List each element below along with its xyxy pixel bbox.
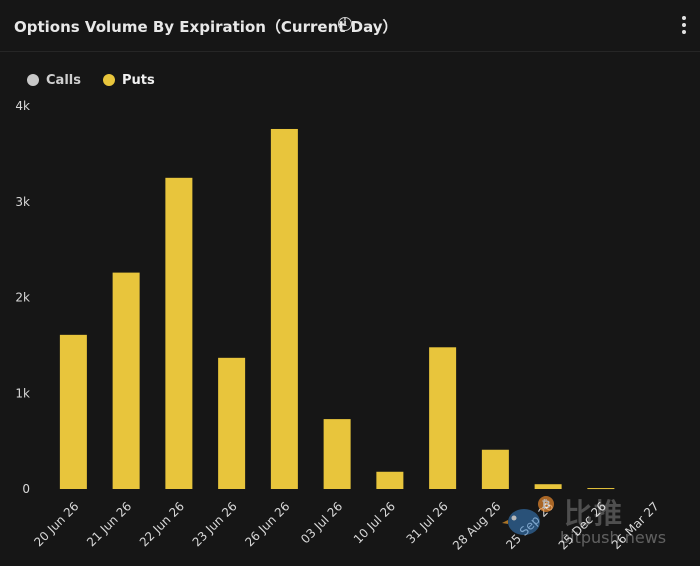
watermark-en: bitpush.news xyxy=(560,528,667,547)
bar-puts[interactable] xyxy=(376,471,404,489)
info-icon[interactable]: i xyxy=(338,17,352,31)
legend-label-puts: Puts xyxy=(121,72,155,88)
bar-puts[interactable] xyxy=(218,357,246,489)
x-tick-label: 22 Jun 26 xyxy=(137,499,187,549)
x-tick-label: 31 Jul 26 xyxy=(404,499,451,546)
legend-dot-calls xyxy=(27,74,39,86)
x-tick-label: 23 Jun 26 xyxy=(190,499,240,549)
y-tick-label: 2k xyxy=(15,291,30,305)
y-tick-label: 4k xyxy=(15,99,30,113)
bird-logo-icon: ₿ xyxy=(502,496,554,535)
chart-title: Options Volume By Expiration（Current Day… xyxy=(14,18,398,36)
y-tick-label: 1k xyxy=(15,386,30,400)
chart-header: Options Volume By Expiration（Current Day… xyxy=(0,0,700,52)
legend-item-calls[interactable]: Calls xyxy=(27,73,81,88)
x-tick-label: 26 Jun 26 xyxy=(242,499,292,549)
y-tick-label: 0 xyxy=(22,482,30,496)
more-vertical-icon[interactable] xyxy=(678,16,690,36)
x-tick-label: 21 Jun 26 xyxy=(84,499,134,549)
legend-item-puts[interactable]: Puts xyxy=(102,72,155,88)
bar-puts[interactable] xyxy=(587,488,615,490)
x-tick-label: 20 Jun 26 xyxy=(31,499,81,549)
watermark: ₿ 比推 bitpush.news xyxy=(500,488,690,558)
watermark-cn: 比推 xyxy=(564,497,625,530)
bar-puts[interactable] xyxy=(165,177,193,489)
legend-dot-puts xyxy=(102,74,115,86)
bar-puts[interactable] xyxy=(481,449,509,489)
bar-puts[interactable] xyxy=(323,419,351,489)
bar-puts[interactable] xyxy=(270,128,298,490)
svg-text:₿: ₿ xyxy=(542,498,551,511)
x-tick-label: 28 Aug 26 xyxy=(450,499,503,552)
chart-legend: Calls Puts xyxy=(27,71,155,89)
legend-label-calls: Calls xyxy=(46,72,81,88)
bar-puts[interactable] xyxy=(534,484,562,489)
bar-puts[interactable] xyxy=(59,334,87,489)
bar-puts[interactable] xyxy=(112,272,140,489)
y-tick-label: 3k xyxy=(15,195,30,209)
x-tick-label: 03 Jul 26 xyxy=(298,499,345,546)
bar-puts[interactable] xyxy=(429,347,457,489)
x-tick-label: 10 Jul 26 xyxy=(351,499,398,546)
